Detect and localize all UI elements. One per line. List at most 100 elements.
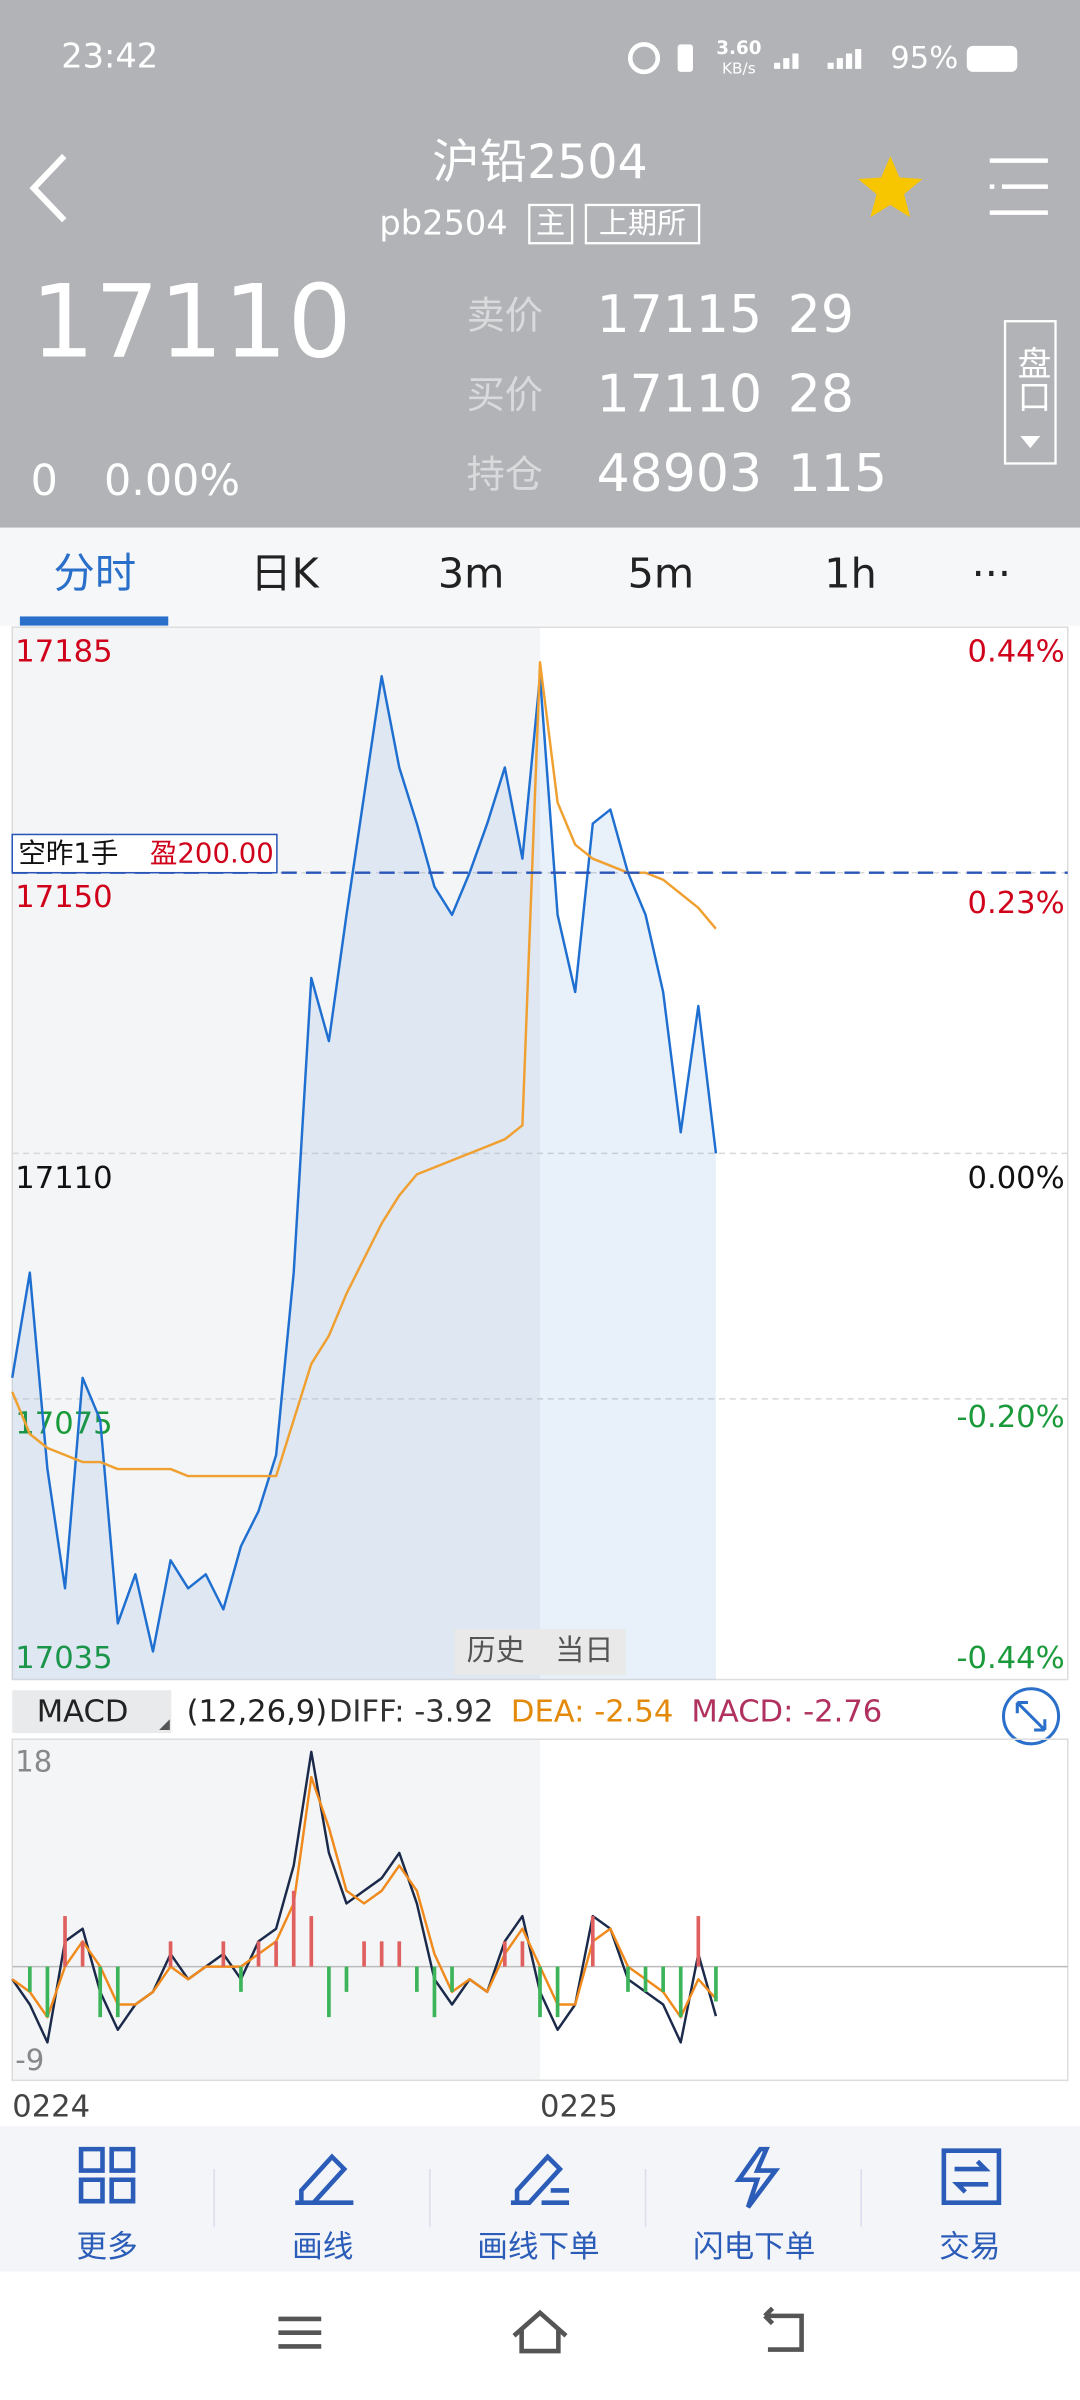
y-tick-label: 17150 <box>15 880 112 915</box>
battery-text: 95% <box>890 41 958 76</box>
quote-price: 17110 <box>597 365 762 425</box>
badge-box <box>528 203 574 245</box>
y2-tick-label: 0.00% <box>968 1161 1065 1196</box>
readout-value: MACD: -2.76 <box>691 1695 882 1730</box>
macd-bar <box>168 1941 173 1967</box>
readout-value: DEA: -2.54 <box>511 1695 673 1730</box>
avg-line <box>11 661 717 1478</box>
nav-home[interactable] <box>512 2309 568 2354</box>
tab[interactable]: 3m <box>438 550 505 598</box>
y2-tick-label: 0.44% <box>968 635 1065 670</box>
macd-bar <box>362 1941 366 1967</box>
tab[interactable]: 1h <box>824 550 876 598</box>
indicator-box[interactable] <box>12 1690 172 1734</box>
toolbar-label[interactable]: 闪电下单 <box>693 2230 815 2265</box>
indicator-arrow <box>159 1719 170 1731</box>
title: 沪铅2504 <box>432 135 647 190</box>
macd-bar <box>379 1941 384 1967</box>
y-tick-label: 18 <box>15 1745 52 1779</box>
readout: DIFF: -3.92 DEA: -2.54 MACD: -2.76 <box>329 1695 882 1730</box>
toolbar-bg <box>0 2126 1080 2272</box>
macd-bar <box>643 1966 648 1992</box>
macd-bar <box>256 1941 261 1967</box>
quote-rows: 卖价 17115 29 买价 17110 28 持仓 48903 115 <box>467 285 888 504</box>
x-tick-label: 0224 <box>12 2089 90 2124</box>
macd-bar <box>626 1966 630 1992</box>
macd-bar <box>538 1966 542 2018</box>
badge: 主 <box>536 206 565 240</box>
macd-bar <box>714 1966 718 2002</box>
macd-bar <box>432 1966 437 2018</box>
y-tick-label: 17185 <box>15 635 112 670</box>
toolbar-label[interactable]: 画线 <box>292 2230 353 2265</box>
quote-label: 卖价 <box>467 295 543 339</box>
price-line <box>11 675 718 1653</box>
expand-button[interactable] <box>1001 1687 1061 1746</box>
back-button[interactable] <box>29 153 67 223</box>
macd-bar <box>80 1941 85 1967</box>
tabs: 分时 日K 3m 5m 1h ··· <box>54 550 1011 598</box>
macd-bar <box>45 1966 50 2018</box>
macd-bar <box>63 1916 67 1967</box>
dea-line <box>11 1775 717 2019</box>
tab[interactable]: 分时 <box>54 550 137 598</box>
nav-back[interactable] <box>763 2306 804 2352</box>
contract-code: pb2504 <box>379 203 507 242</box>
y2-tick-label: 0.23% <box>968 886 1065 921</box>
macd-bar <box>415 1966 419 1992</box>
toggle-history[interactable]: 历史 <box>467 1633 525 1667</box>
macd-bar <box>696 1916 701 1967</box>
price-line-area <box>12 676 716 1680</box>
last-price: 17110 <box>31 263 352 381</box>
tab-bar <box>0 527 1080 626</box>
macd-frame <box>11 1738 1069 2082</box>
macd-bar <box>344 1966 349 1992</box>
quote-label: 买价 <box>467 374 543 418</box>
signal-icon <box>774 48 862 69</box>
toolbar-label[interactable]: 画线下单 <box>477 2230 599 2265</box>
tab[interactable]: 日K <box>250 550 319 598</box>
tab[interactable]: 5m <box>628 550 695 598</box>
tab-indicator <box>19 616 169 626</box>
toggle-today[interactable]: 当日 <box>555 1633 613 1667</box>
net-speed: 3.60 <box>716 38 761 59</box>
macd-bar <box>98 1966 103 2018</box>
macd-bar <box>520 1941 525 1967</box>
position-label: 空昨1手 <box>18 837 118 869</box>
x-tick-label: 0225 <box>540 2089 618 2124</box>
battery-icon <box>966 45 1018 72</box>
quote-price: 17115 <box>597 285 762 345</box>
badge: 上期所 <box>599 206 686 240</box>
toolbar-label[interactable]: 交易 <box>939 2230 1000 2265</box>
indicator-name: MACD <box>37 1695 129 1730</box>
tab[interactable]: ··· <box>972 550 1011 598</box>
toolbar-label[interactable]: 更多 <box>76 2230 137 2265</box>
expand-icon <box>1015 1700 1047 1732</box>
macd-bar <box>115 1966 120 2018</box>
toolbar: 更多 画线 画线下单 闪电下单 交易 <box>76 2230 1000 2265</box>
macd-bar <box>27 1966 32 1992</box>
macd-bar <box>502 1941 507 1967</box>
macd-bar <box>450 1966 454 1992</box>
macd-bar <box>678 1966 683 2018</box>
history-toggle[interactable] <box>454 1629 626 1675</box>
change-pct: 0.00% <box>104 456 240 506</box>
macd-bar <box>291 1890 296 1967</box>
depth-button[interactable] <box>1003 320 1057 465</box>
quote-price: 48903 <box>597 444 762 504</box>
menu-button[interactable] <box>989 158 1048 215</box>
favorite-star[interactable] <box>858 156 923 218</box>
macd-chart: 18 -9 0224 0225 <box>11 1745 1068 2124</box>
y-tick-label: 17035 <box>15 1641 112 1676</box>
vibrate-icon <box>677 44 693 72</box>
diff-line <box>11 1750 718 2044</box>
y2-tick-label: -0.20% <box>957 1400 1065 1435</box>
depth-label: 盘口 <box>1012 345 1051 413</box>
quote-qty: 28 <box>788 365 854 425</box>
macd-bar <box>397 1941 402 1967</box>
macd-bar <box>661 1966 665 1992</box>
toolbar-icons <box>78 2146 1002 2209</box>
nav-menu[interactable] <box>278 2316 322 2349</box>
